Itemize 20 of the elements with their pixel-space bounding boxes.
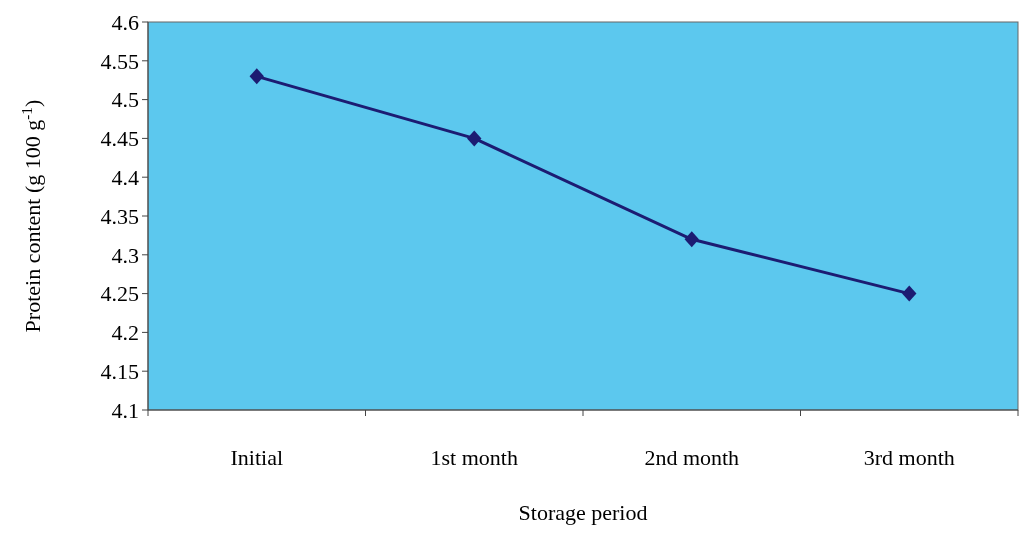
y-tick-label: 4.25 [100, 281, 139, 307]
x-tick-label: 2nd month [644, 445, 740, 470]
y-tick-label: 4.5 [111, 87, 139, 113]
y-tick-label: 4.45 [100, 126, 139, 152]
y-tick-label: 4.1 [111, 397, 139, 423]
x-tick-label: 3rd month [863, 445, 955, 470]
point [902, 285, 917, 302]
y-tick-label: 4.4 [111, 164, 139, 190]
y-tick-label: 4.35 [100, 203, 139, 229]
y-tick-label: 4.6 [111, 9, 139, 35]
point [684, 231, 699, 248]
y-tick-label: 4.15 [100, 358, 139, 384]
x-tick-label: Initial [230, 445, 284, 470]
x-tick-label: 1st month [430, 445, 518, 470]
y-tick-label: 4.2 [111, 320, 139, 346]
point [467, 130, 482, 147]
y-tick-label: 4.55 [100, 48, 139, 74]
x-axis-title: Storage period [518, 500, 648, 525]
point [249, 68, 264, 85]
y-tick-label: 4.3 [111, 242, 139, 268]
